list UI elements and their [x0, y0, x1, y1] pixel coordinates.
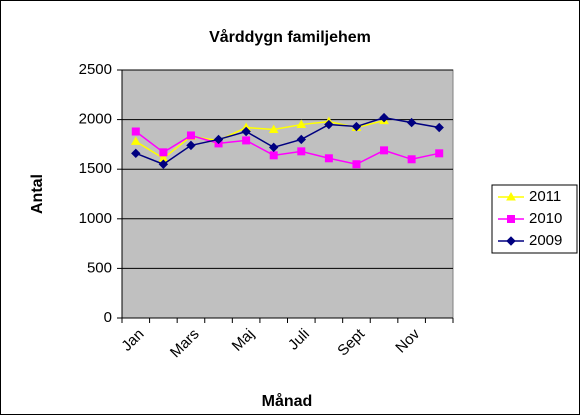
marker [242, 136, 251, 145]
legend-label: 2011 [529, 188, 561, 205]
marker [269, 151, 278, 160]
y-tick-label: 1000 [79, 210, 112, 227]
marker [324, 154, 333, 163]
marker [324, 119, 334, 130]
chart-title: Vårddygn familjehem [209, 28, 371, 46]
x-axis-label: Månad [262, 392, 313, 410]
marker [213, 134, 224, 145]
marker [506, 191, 516, 201]
marker [297, 147, 306, 156]
marker [379, 112, 389, 123]
y-axis-label: Antal [29, 174, 46, 214]
y-tick-label: 0 [104, 309, 112, 326]
y-tick-label: 2000 [79, 111, 112, 128]
legend-label: 2010 [529, 210, 562, 227]
series-line [135, 130, 440, 166]
y-tick-label: 1500 [79, 160, 112, 177]
marker [434, 122, 444, 133]
marker [507, 215, 515, 223]
marker [407, 155, 416, 164]
marker [131, 127, 140, 136]
marker [268, 124, 279, 134]
marker [158, 159, 169, 169]
legend-label: 2009 [529, 232, 562, 249]
marker [159, 148, 168, 157]
series-line [135, 116, 440, 166]
y-tick-label: 2500 [79, 61, 112, 78]
marker [352, 160, 361, 169]
marker [130, 136, 141, 145]
marker [406, 117, 417, 128]
marker [131, 148, 141, 159]
marker [186, 131, 195, 140]
marker [241, 126, 251, 137]
marker [296, 134, 306, 145]
plot-area [121, 69, 454, 319]
marker [186, 140, 196, 151]
marker [351, 121, 362, 132]
marker [380, 146, 389, 155]
marker [435, 149, 444, 158]
y-tick-label: 500 [87, 259, 112, 276]
marker [296, 119, 307, 129]
series-line [135, 119, 385, 160]
marker [269, 142, 279, 153]
marker [506, 236, 516, 246]
